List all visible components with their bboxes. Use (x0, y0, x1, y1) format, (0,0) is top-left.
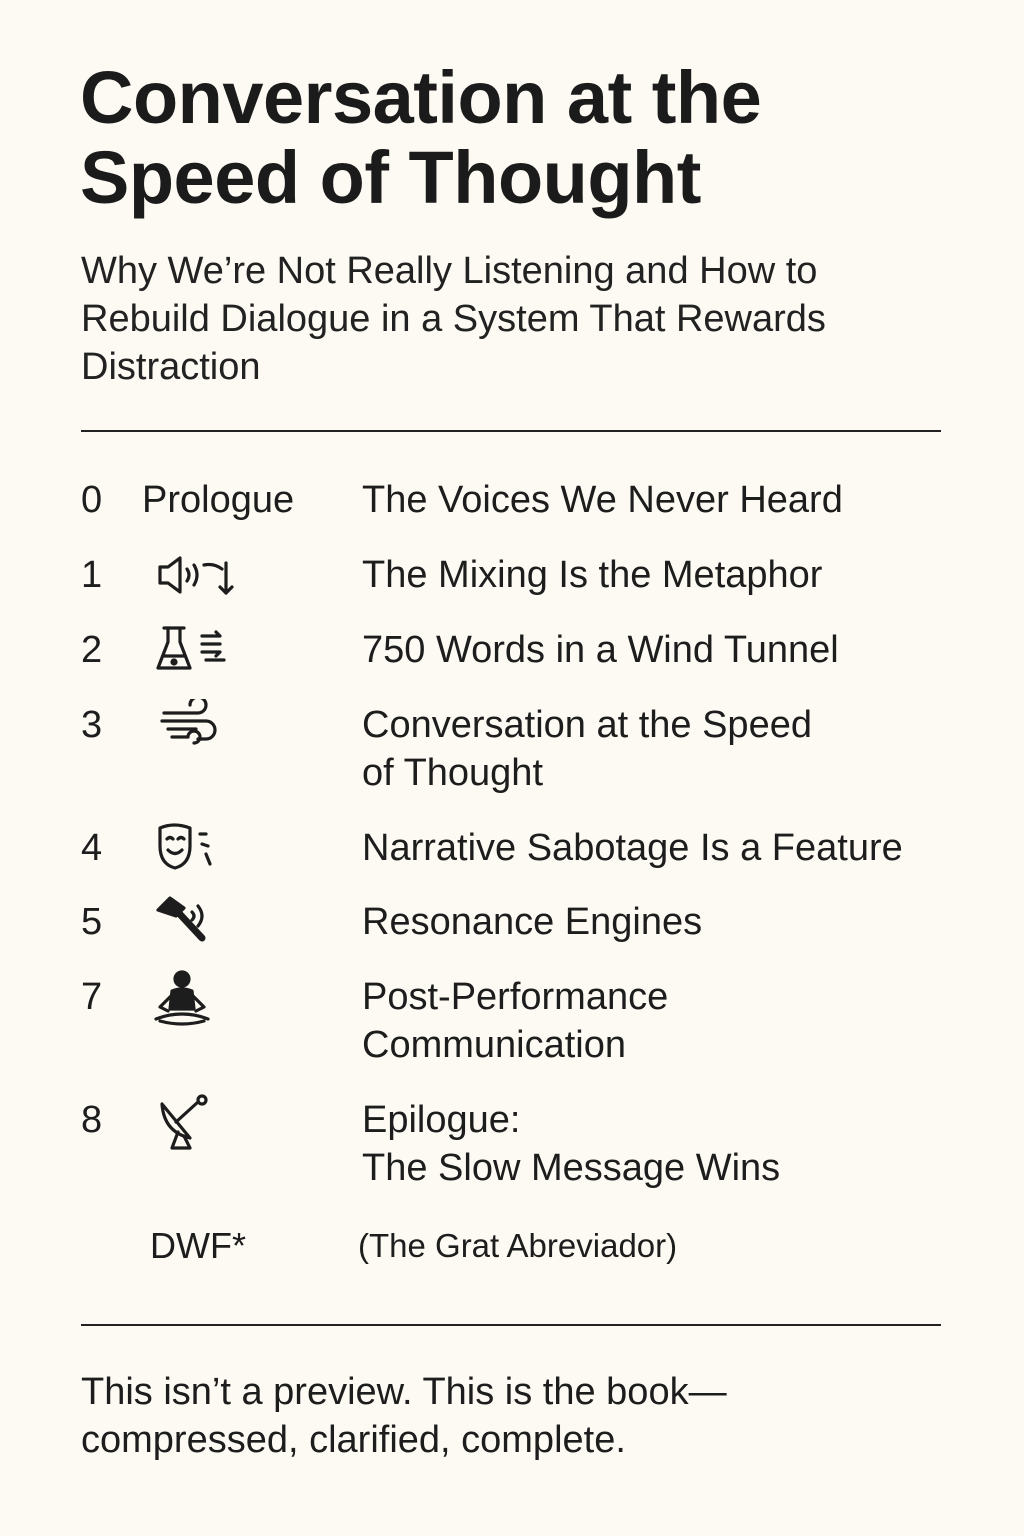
chapter-title: Narrative Sabotage Is a Feature (362, 827, 903, 869)
chapter-number: 0 (81, 479, 103, 521)
book-title: Conversation at the Speed of Thought (80, 56, 762, 219)
chapter-number: 3 (81, 704, 103, 746)
chapter-label: Prologue (142, 479, 295, 521)
wind-icon (158, 699, 230, 755)
dwf-label: DWF* (150, 1225, 246, 1266)
book-subtitle: Why We’re Not Really Listening and How t… (81, 250, 826, 388)
meditation-icon (152, 969, 224, 1026)
chapter-number: 1 (81, 554, 103, 596)
speaker-mix-icon (156, 549, 234, 605)
chapter-title: 750 Words in a Wind Tunnel (362, 629, 839, 671)
chapter-number: 7 (81, 976, 103, 1018)
mask-icon (156, 820, 228, 876)
bottom-divider (81, 1324, 941, 1326)
top-divider (81, 430, 941, 432)
chapter-number: 5 (81, 901, 103, 943)
chapter-number: 4 (81, 827, 103, 869)
chapter-title: Conversation at the Speed of Thought (362, 704, 812, 794)
chapter-title: Epilogue: The Slow Message Wins (362, 1099, 781, 1189)
flask-icon (154, 622, 226, 678)
chapter-number: 2 (81, 629, 103, 671)
chapter-title: Post-Performance Communication (362, 976, 669, 1066)
satellite-dish-icon (156, 1092, 228, 1150)
chapter-number: 8 (81, 1099, 103, 1141)
hammer-icon (154, 894, 226, 950)
dwf-note: (The Grat Abreviador) (358, 1227, 678, 1264)
chapter-title: The Mixing Is the Metaphor (362, 554, 823, 596)
chapter-title: Resonance Engines (362, 901, 703, 943)
chapter-title: The Voices We Never Heard (362, 479, 843, 521)
footer-text: This isn’t a preview. This is the book— … (81, 1371, 727, 1461)
